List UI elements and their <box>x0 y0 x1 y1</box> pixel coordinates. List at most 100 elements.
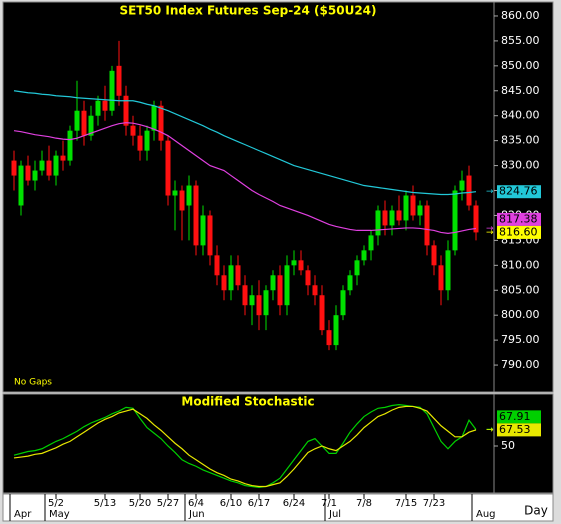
candle-body <box>431 245 437 266</box>
candle-body <box>382 210 388 226</box>
candle-body <box>277 275 283 306</box>
y-tick-label: 850.00 <box>501 59 540 72</box>
candle-body <box>417 205 423 216</box>
candle-body <box>466 175 472 206</box>
last-value-label: 817.38 <box>499 212 538 225</box>
candle-body <box>53 155 59 176</box>
candle-body <box>109 70 115 111</box>
candle-body <box>354 260 360 276</box>
x-tick-label: 5/20 <box>129 498 151 509</box>
y-tick-label: 835.00 <box>501 134 540 147</box>
x-tick-label: 7/8 <box>356 498 372 509</box>
candle-body <box>291 260 297 266</box>
last-value-arrow: → <box>486 228 494 238</box>
candle-body <box>102 100 108 111</box>
candle-body <box>396 210 402 221</box>
last-value-arrow: → <box>486 224 494 234</box>
candle-body <box>123 95 129 126</box>
candle-body <box>95 100 101 116</box>
candle-body <box>11 160 17 176</box>
last-value-label: 67.53 <box>499 423 531 436</box>
candle-body <box>60 155 66 161</box>
last-value-label: 67.91 <box>499 410 531 423</box>
candle-body <box>207 215 213 256</box>
candle-body <box>235 265 241 286</box>
candle-body <box>18 165 24 206</box>
annotation: No Gaps <box>14 378 52 388</box>
x-axis-label: Day <box>524 504 548 518</box>
x-tick-label: 5/27 <box>157 498 179 509</box>
candle-body <box>116 65 122 96</box>
candle-body <box>333 315 339 346</box>
candle-body <box>270 275 276 291</box>
month-label: Apr <box>14 509 32 520</box>
candle-body <box>298 260 304 271</box>
candle-body <box>361 250 367 261</box>
x-tick-label: 7/15 <box>395 498 417 509</box>
last-value-arrow: → <box>486 425 494 435</box>
last-value-label: 824.76 <box>499 185 538 198</box>
last-value-tag <box>497 410 541 424</box>
last-value-label: 816.60 <box>499 225 538 238</box>
y-tick-label: 50 <box>501 439 515 452</box>
candle-body <box>228 265 234 291</box>
x-tick-label: 5/2 <box>48 498 64 509</box>
candle-body <box>137 135 143 151</box>
candle-body <box>32 170 38 181</box>
candle-body <box>312 285 318 296</box>
candle-body <box>214 255 220 276</box>
stoch-title: Modified Stochastic <box>181 395 314 409</box>
candle-body <box>130 125 136 136</box>
candle-body <box>256 295 262 316</box>
x-tick-label: 6/4 <box>188 498 204 509</box>
y-tick-label: 830.00 <box>501 159 540 172</box>
stoch-panel <box>2 393 554 494</box>
candle-body <box>319 295 325 331</box>
series-line <box>13 405 477 488</box>
candle-body <box>179 190 185 211</box>
candle-body <box>81 110 87 136</box>
chart-title: SET50 Index Futures Sep-24 ($50U24) <box>119 4 376 18</box>
candle-body <box>305 270 311 286</box>
candle-body <box>151 105 157 131</box>
candle-body <box>263 290 269 316</box>
candle-body <box>165 140 171 196</box>
last-value-tag <box>497 212 541 226</box>
last-value-arrow: → <box>486 425 494 435</box>
candle-body <box>347 275 353 291</box>
y-tick-label: 800.00 <box>501 308 540 321</box>
candle-body <box>144 130 150 151</box>
x-tick-label: 6/17 <box>248 498 270 509</box>
x-tick-label: 6/10 <box>220 498 242 509</box>
candle-body <box>452 190 458 251</box>
series-line <box>13 403 477 489</box>
x-tick-label: 7/23 <box>423 498 445 509</box>
candle-body <box>158 105 164 141</box>
x-tick-label: 6/24 <box>283 498 305 509</box>
candle-body <box>403 195 409 221</box>
y-tick-label: 840.00 <box>501 109 540 122</box>
date-strip <box>2 493 554 522</box>
y-tick-label: 860.00 <box>501 9 540 22</box>
x-tick-label: 7/1 <box>321 498 337 509</box>
y-tick-label: 805.00 <box>501 283 540 296</box>
candle-body <box>46 160 52 176</box>
month-label: Jun <box>188 509 205 520</box>
last-value-tag <box>497 225 541 239</box>
main-panel <box>2 1 554 393</box>
candle-body <box>25 165 31 181</box>
candle-body <box>193 185 199 246</box>
month-label: May <box>49 509 70 520</box>
candle-body <box>221 275 227 291</box>
candle-body <box>389 210 395 226</box>
candle-body <box>172 190 178 196</box>
candle-body <box>368 235 374 251</box>
candle-body <box>438 265 444 291</box>
series-line <box>13 122 477 235</box>
candle-body <box>242 285 248 306</box>
candle-body <box>88 115 94 136</box>
candle-body <box>410 195 416 216</box>
candle-body <box>445 250 451 291</box>
candle-body <box>200 215 206 246</box>
candle-body <box>39 160 45 171</box>
